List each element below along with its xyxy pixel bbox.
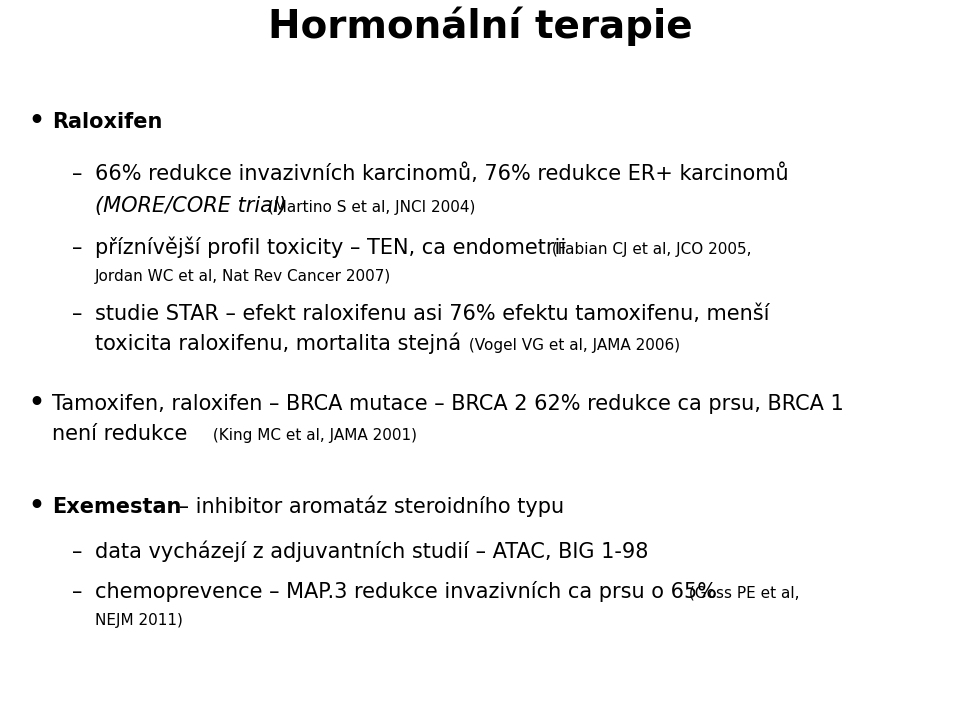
Text: studie STAR – efekt raloxifenu asi 76% efektu tamoxifenu, menší: studie STAR – efekt raloxifenu asi 76% e… xyxy=(95,304,770,324)
Text: Tamoxifen, raloxifen – BRCA mutace – BRCA 2 62% redukce ca prsu, BRCA 1: Tamoxifen, raloxifen – BRCA mutace – BRC… xyxy=(52,394,844,414)
Text: •: • xyxy=(28,391,44,415)
Text: –: – xyxy=(72,238,83,258)
Text: (Martino S et al, JNCI 2004): (Martino S et al, JNCI 2004) xyxy=(263,200,475,215)
Text: –: – xyxy=(72,542,83,562)
Text: –: – xyxy=(72,304,83,324)
Text: Jordan WC et al, Nat Rev Cancer 2007): Jordan WC et al, Nat Rev Cancer 2007) xyxy=(95,269,392,284)
Text: chemoprevence – MAP.3 redukce invazivních ca prsu o 65%: chemoprevence – MAP.3 redukce invazivníc… xyxy=(95,581,717,602)
Text: NEJM 2011): NEJM 2011) xyxy=(95,613,182,628)
Text: data vycházejí z adjuvantních studií – ATAC, BIG 1-98: data vycházejí z adjuvantních studií – A… xyxy=(95,540,648,562)
Text: není redukce: není redukce xyxy=(52,424,187,444)
Text: –: – xyxy=(72,164,83,184)
Text: – inhibitor aromatáz steroidního typu: – inhibitor aromatáz steroidního typu xyxy=(172,496,564,517)
Text: Hormonální terapie: Hormonální terapie xyxy=(268,7,692,46)
Text: •: • xyxy=(28,494,44,518)
Text: (Goss PE et al,: (Goss PE et al, xyxy=(684,586,800,601)
Text: –: – xyxy=(72,582,83,602)
Text: (MORE/CORE trial): (MORE/CORE trial) xyxy=(95,196,287,216)
Text: (Vogel VG et al, JAMA 2006): (Vogel VG et al, JAMA 2006) xyxy=(464,338,680,353)
Text: Exemestan: Exemestan xyxy=(52,497,181,517)
Text: •: • xyxy=(28,109,44,133)
Text: Raloxifen: Raloxifen xyxy=(52,112,162,132)
Text: (King MC et al, JAMA 2001): (King MC et al, JAMA 2001) xyxy=(208,428,417,443)
Text: příznívější profil toxicity – TEN, ca endometrii: příznívější profil toxicity – TEN, ca en… xyxy=(95,237,566,258)
Text: 66% redukce invazivních karcinomů, 76% redukce ER+ karcinomů: 66% redukce invazivních karcinomů, 76% r… xyxy=(95,163,788,184)
Text: (Fabian CJ et al, JCO 2005,: (Fabian CJ et al, JCO 2005, xyxy=(547,242,752,257)
Text: toxicita raloxifenu, mortalita stejná: toxicita raloxifenu, mortalita stejná xyxy=(95,333,461,354)
